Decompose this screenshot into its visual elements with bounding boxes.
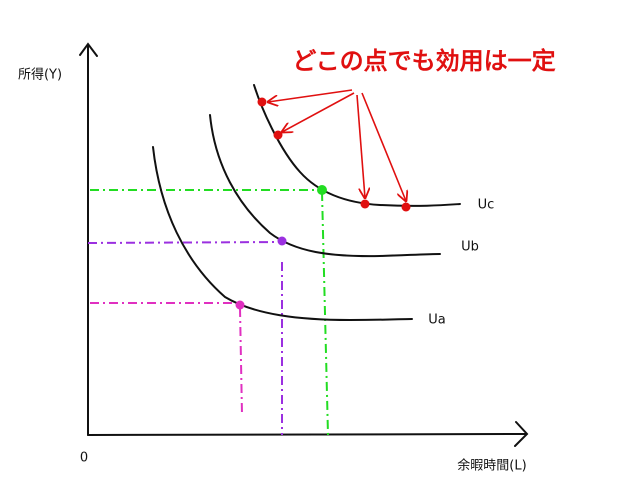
guide-line [87, 241, 283, 435]
point [360, 199, 370, 209]
arrow [282, 92, 355, 132]
point [273, 130, 283, 140]
x-axis [87, 421, 529, 447]
point [235, 300, 245, 310]
curve-ub [209, 114, 441, 258]
y-axis [79, 42, 98, 436]
curve-label: Uc [478, 198, 495, 213]
arrow [361, 92, 406, 201]
origin-label: 0 [80, 451, 88, 466]
curve-ua [152, 146, 413, 322]
point [257, 97, 267, 107]
guide-line [90, 189, 329, 436]
y-axis-label: 所得(Y) [18, 67, 62, 83]
curve-uc [253, 84, 461, 207]
arrow [356, 94, 365, 198]
arrow [268, 89, 353, 102]
curve-label: Ua [428, 313, 445, 328]
point [401, 202, 411, 212]
guide-line [90, 302, 243, 416]
x-axis-label: 余暇時間(L) [457, 458, 526, 474]
annotation: どこの点でも効用は一定 [292, 47, 555, 75]
point [317, 185, 327, 195]
curve-label: Ub [461, 240, 479, 255]
point [277, 236, 287, 246]
